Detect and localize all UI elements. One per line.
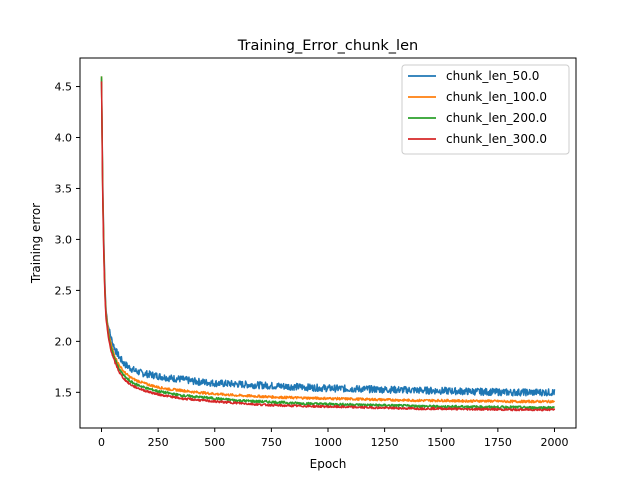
series-line-chunk_len_50.0 [100, 78, 556, 397]
x-tick-label: 0 [98, 436, 105, 449]
legend: chunk_len_50.0 chunk_len_100.0 chunk_len_2… [401, 64, 570, 155]
series-line-chunk_len_300.0 [100, 81, 556, 412]
chart-title: Training_Error_chunk_len [237, 38, 418, 54]
x-tick-label: 750 [261, 436, 282, 449]
y-tick-label: 1.5 [55, 386, 73, 399]
y-tick-label: 4.0 [55, 132, 73, 145]
series-line-chunk_len_100.0 [100, 76, 556, 404]
y-tick-label: 4.5 [55, 81, 73, 94]
y-tick-label: 2.5 [55, 284, 73, 297]
x-tick-label: 250 [148, 436, 169, 449]
y-tick-label: 3.0 [55, 233, 73, 246]
x-tick-label: 1250 [371, 436, 399, 449]
legend-label: chunk_len_100.0 [446, 90, 547, 104]
x-tick-label: 1750 [484, 436, 512, 449]
y-axis-ticks: 1.5 2.0 2.5 3.0 3.5 4.0 4.5 [55, 81, 80, 399]
series-layer [100, 76, 556, 412]
legend-label: chunk_len_300.0 [446, 132, 547, 146]
x-tick-label: 2000 [540, 436, 568, 449]
y-tick-label: 3.5 [55, 182, 73, 195]
legend-box [401, 64, 570, 155]
x-tick-label: 1500 [427, 436, 455, 449]
x-axis-ticks: 0 250 500 750 1000 1250 1500 1750 2000 [98, 428, 568, 449]
x-axis-label: Epoch [310, 457, 347, 471]
legend-label: chunk_len_50.0 [446, 69, 539, 83]
legend-label: chunk_len_200.0 [446, 111, 547, 125]
x-tick-label: 500 [204, 436, 225, 449]
y-tick-label: 2.0 [55, 335, 73, 348]
legend-entries: chunk_len_50.0 chunk_len_100.0 chunk_len_2… [408, 69, 547, 146]
x-tick-label: 1000 [314, 436, 342, 449]
y-axis-label: Training error [29, 203, 43, 284]
